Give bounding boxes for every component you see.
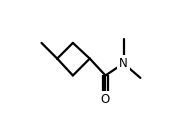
Text: O: O <box>101 93 110 106</box>
Text: N: N <box>119 57 128 70</box>
